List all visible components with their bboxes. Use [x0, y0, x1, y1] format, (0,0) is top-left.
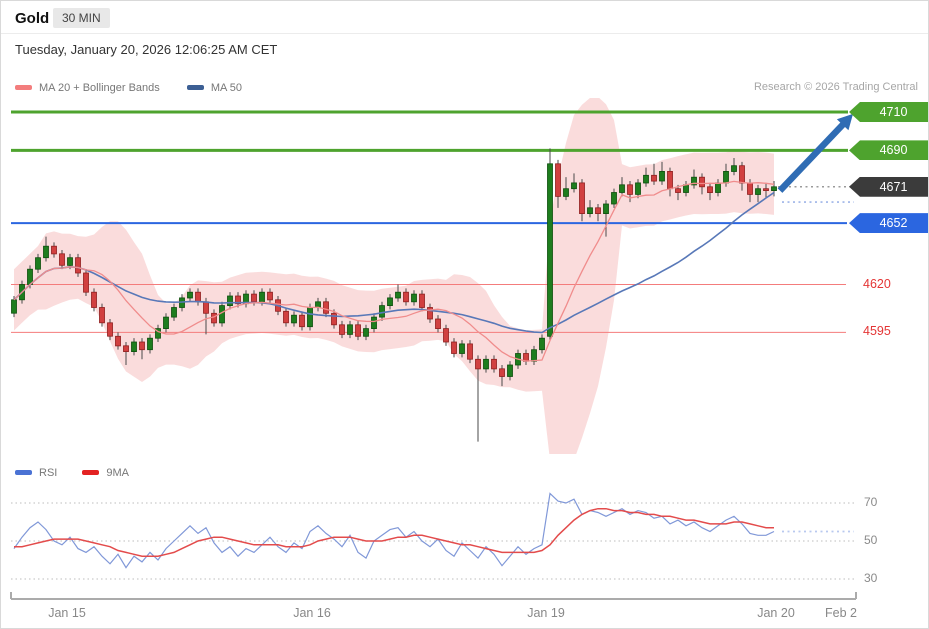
datetime-label: Tuesday, January 20, 2026 12:06:25 AM CE…	[15, 42, 278, 57]
support-label-4620: 4620	[863, 276, 891, 291]
credit-label: Research © 2026 Trading Central	[753, 81, 918, 93]
x-axis-label-jan16: Jan 16	[293, 606, 331, 620]
x-axis-label-jan19: Jan 19	[527, 606, 565, 620]
ma20-legend-label: MA 20 + Bollinger Bands	[39, 81, 160, 94]
timeframe-badge[interactable]: 30 MIN	[53, 8, 110, 28]
rsi-legend-label: RSI	[39, 466, 58, 479]
rsi-axis-label-70: 70	[864, 495, 878, 509]
rsi-axis-label-50: 50	[864, 533, 878, 547]
rsi-axis-label-30: 30	[864, 571, 878, 585]
last-price-badge: 4671	[849, 176, 928, 197]
ma50-legend-label: MA 50	[210, 81, 243, 94]
ma20-legend-swatch	[15, 85, 32, 90]
resistance-badge-4690: 4690	[849, 140, 928, 161]
pivot-badge-4652: 4652	[849, 213, 928, 234]
rsi-ma-legend-swatch	[82, 470, 100, 475]
rsi-legend-swatch	[15, 470, 32, 475]
support-label-4595: 4595	[863, 324, 891, 339]
x-axis-label-jan15: Jan 15	[48, 606, 86, 620]
x-axis-label-feb2: Feb 2	[825, 606, 857, 620]
rsi-ma-legend-label: 9MA	[106, 466, 130, 479]
x-axis-label-jan20: Jan 20	[757, 606, 795, 620]
header: Gold 30 MIN	[1, 1, 928, 34]
main-chart-legend: MA 20 + Bollinger Bands MA 50	[15, 81, 266, 95]
instrument-title: Gold	[15, 10, 50, 27]
rsi-legend: RSI 9MA	[15, 466, 151, 480]
ma50-legend-swatch	[186, 85, 204, 90]
resistance-badge-4710: 4710	[849, 102, 928, 122]
